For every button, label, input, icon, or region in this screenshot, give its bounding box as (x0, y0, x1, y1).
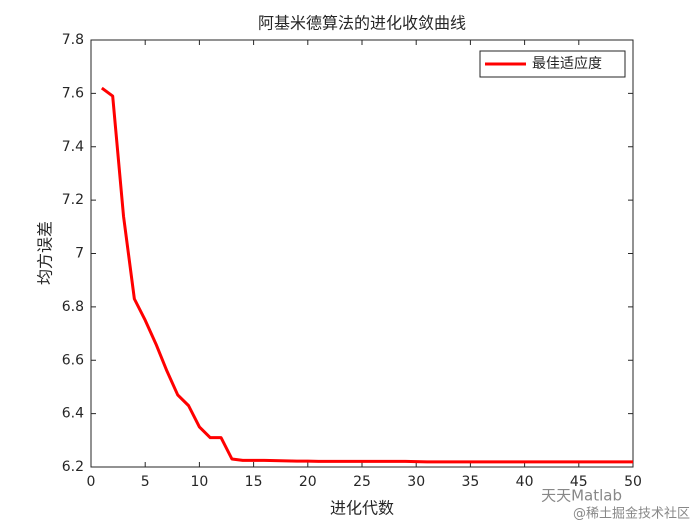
y-tick-label: 6.2 (62, 459, 84, 475)
y-tick-label: 6.6 (62, 352, 84, 368)
y-tick-label: 7.8 (62, 32, 84, 48)
watermark: 天天Matlab (541, 487, 622, 505)
x-tick-label: 0 (87, 474, 96, 490)
y-tick-label: 7.4 (62, 139, 84, 155)
y-tick-label: 7.2 (62, 192, 84, 208)
watermark: @稀土掘金技术社区 (573, 506, 690, 522)
x-tick-label: 10 (190, 474, 208, 490)
y-tick-label: 6.8 (62, 299, 84, 315)
x-tick-label: 20 (299, 474, 317, 490)
x-tick-label: 50 (624, 474, 642, 490)
chart-title: 阿基米德算法的进化收敛曲线 (258, 14, 466, 33)
legend-label: 最佳适应度 (532, 55, 602, 72)
y-tick-label: 7.6 (62, 85, 84, 101)
y-axis-label: 均方误差 (36, 221, 55, 285)
y-tick-label: 7 (75, 246, 84, 262)
x-axis-label: 进化代数 (330, 499, 394, 518)
x-tick-label: 45 (570, 474, 588, 490)
x-tick-label: 15 (245, 474, 263, 490)
x-tick-label: 35 (461, 474, 479, 490)
y-tick-label: 6.4 (62, 406, 84, 422)
plot-area (90, 39, 634, 468)
x-tick-label: 5 (141, 474, 150, 490)
x-tick-label: 30 (407, 474, 425, 490)
series-line (100, 86, 633, 464)
x-tick-label: 40 (516, 474, 534, 490)
x-tick-label: 25 (353, 474, 371, 490)
